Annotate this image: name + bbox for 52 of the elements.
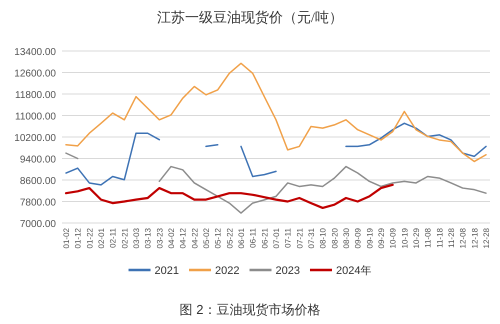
- x-tick-label: 05-22: [225, 227, 234, 248]
- x-tick-label: 01-02: [62, 227, 71, 248]
- x-tick-label: 02-01: [97, 227, 106, 248]
- x-tick-label: 06-11: [248, 227, 258, 248]
- x-tick-label: 07-01: [272, 227, 281, 248]
- legend-label: 2024年: [336, 265, 372, 277]
- x-tick-label: 10-29: [412, 227, 421, 248]
- x-tick-label: 12-18: [470, 227, 480, 248]
- x-tick-label: 07-31: [307, 227, 316, 248]
- x-tick-label: 12-08: [458, 227, 468, 248]
- x-tick-label: 04-02: [167, 227, 176, 248]
- x-tick-label: 10-09: [388, 227, 398, 248]
- x-tick-label: 01-22: [85, 227, 94, 248]
- x-tick-label: 03-03: [132, 227, 141, 248]
- legend-label: 2023: [276, 265, 300, 277]
- x-tick-label: 03-13: [144, 227, 153, 248]
- y-tick-label: 7800.00: [20, 198, 56, 208]
- y-tick-label: 13400.00: [14, 47, 56, 58]
- x-tick-label: 09-19: [365, 227, 374, 248]
- x-tick-label: 02-21: [120, 227, 130, 248]
- y-tick-label: 11000.00: [15, 112, 56, 122]
- x-tick-label: 07-21: [295, 227, 304, 248]
- x-tick-label: 06-21: [260, 227, 270, 248]
- legend-label: 2022: [215, 265, 240, 277]
- x-tick-label: 08-30: [342, 227, 351, 248]
- x-tick-label: 09-09: [354, 227, 363, 248]
- y-tick-label: 11800.00: [15, 90, 56, 101]
- x-tick-label: 02-11: [108, 227, 118, 248]
- caption: 图 2：豆油现货市场价格: [180, 302, 320, 317]
- y-tick-label: 8600.00: [20, 176, 56, 187]
- x-tick-label: 04-12: [178, 227, 188, 248]
- x-tick-label: 11-18: [435, 227, 444, 248]
- y-tick-label: 10200.00: [14, 133, 56, 144]
- x-tick-label: 08-20: [330, 227, 340, 248]
- x-tick-label: 08-10: [318, 227, 328, 248]
- x-tick-label: 09-29: [377, 227, 386, 248]
- y-tick-label: 7000.00: [20, 219, 56, 230]
- x-tick-label: 05-12: [214, 227, 223, 248]
- x-tick-label: 11-28: [447, 227, 456, 248]
- x-tick-label: 05-02: [202, 227, 211, 248]
- x-tick-label: 04-22: [190, 227, 200, 248]
- x-tick-label: 12-28: [482, 227, 491, 248]
- legend-label: 2021: [154, 265, 180, 277]
- x-tick-label: 11-08: [424, 227, 433, 248]
- x-tick-label: 10-19: [400, 227, 410, 248]
- y-tick-label: 9400.00: [20, 154, 56, 166]
- x-tick-label: 01-12: [74, 227, 83, 248]
- x-tick-label: 07-11: [284, 227, 293, 248]
- x-tick-label: 06-01: [237, 227, 246, 248]
- x-tick-label: 03-23: [155, 227, 164, 248]
- chart-title: 江苏一级豆油现货价（元/吨）: [157, 10, 343, 26]
- y-tick-label: 12600.00: [14, 68, 56, 80]
